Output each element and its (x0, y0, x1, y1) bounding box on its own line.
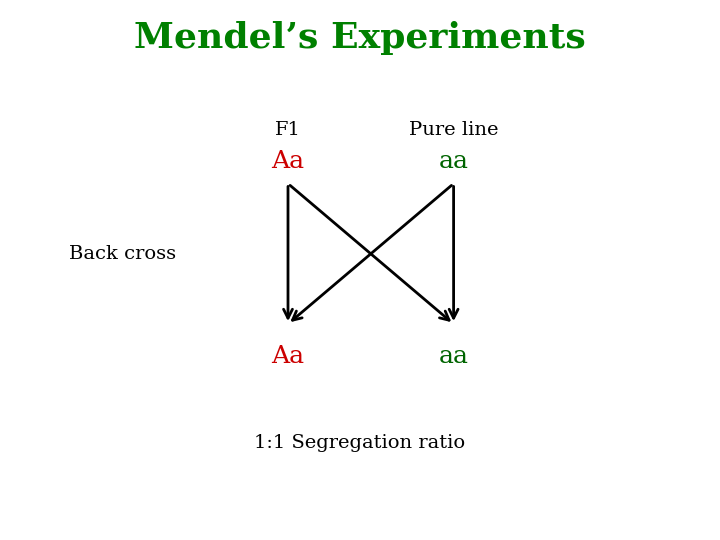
Text: Aa: Aa (271, 151, 305, 173)
Text: F1: F1 (275, 120, 301, 139)
Text: Back cross: Back cross (69, 245, 176, 263)
Text: aa: aa (438, 345, 469, 368)
Text: Aa: Aa (271, 345, 305, 368)
Text: 1:1 Segregation ratio: 1:1 Segregation ratio (254, 434, 466, 452)
Text: Pure line: Pure line (409, 120, 498, 139)
Text: Mendel’s Experiments: Mendel’s Experiments (134, 21, 586, 55)
Text: aa: aa (438, 151, 469, 173)
